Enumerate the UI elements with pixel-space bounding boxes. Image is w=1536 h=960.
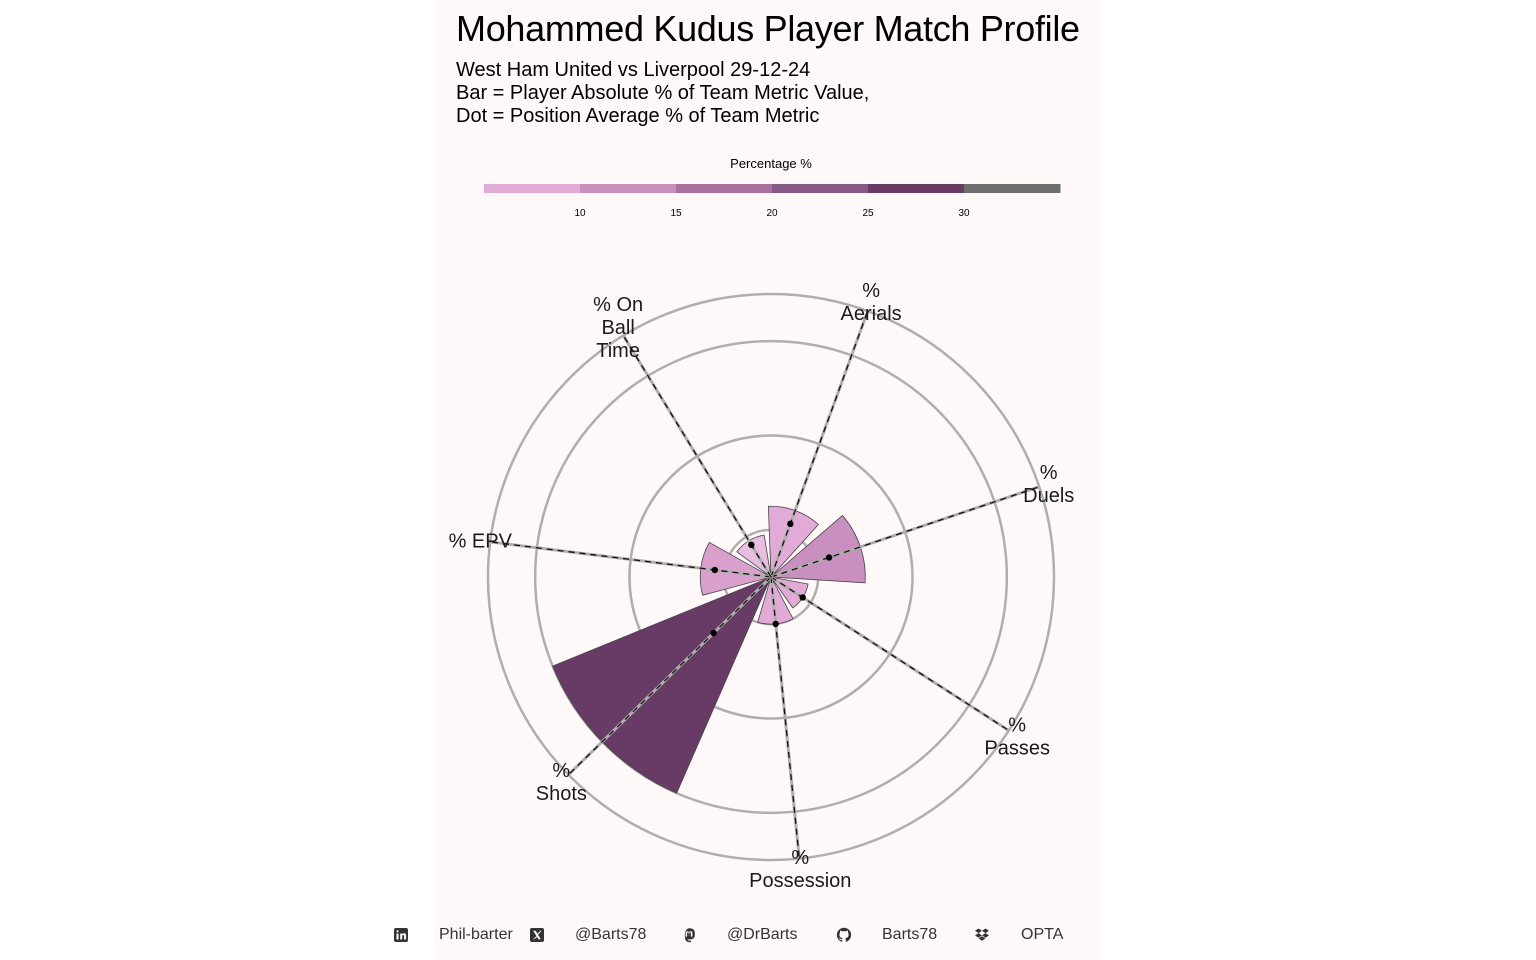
color-legend: Percentage % 10 15 20 25 30 — [484, 156, 1061, 219]
category-label-2: % Passes — [984, 714, 1050, 759]
avg-dot-0 — [787, 520, 794, 528]
legend-tick-2: 20 — [766, 208, 778, 219]
category-label-6-line-1: Ball — [601, 317, 634, 339]
spoke-4 — [568, 576, 772, 776]
legend-bin-0 — [484, 184, 581, 193]
legend-tick-4: 30 — [958, 208, 970, 219]
category-label-4-line-0: % — [552, 760, 570, 782]
category-label-0-line-0: % — [862, 280, 880, 302]
legend-bin-3 — [772, 184, 869, 193]
category-label-3: % Possession — [749, 847, 851, 892]
github-handle[interactable]: Barts78 — [882, 926, 938, 943]
grid-circle-1 — [628, 434, 914, 720]
legend-bin-4 — [868, 184, 965, 193]
avg-dot-5 — [711, 566, 719, 574]
category-label-4-line-1: Shots — [536, 783, 587, 805]
category-label-0-line-1: Aerials — [841, 303, 902, 325]
category-label-1-line-0: % — [1040, 462, 1058, 484]
spoke-0 — [770, 310, 869, 578]
data-source: OPTA — [1021, 926, 1064, 943]
linkedin-handle[interactable]: Phil-barter — [439, 926, 513, 943]
category-label-1: % Duels — [1023, 462, 1074, 507]
legend-bin-1 — [580, 184, 677, 193]
spoke-1 — [770, 486, 1040, 578]
legend-title: Percentage % — [730, 156, 812, 171]
category-label-3-line-0: % — [791, 847, 809, 869]
category-label-6-line-2: Time — [596, 340, 640, 362]
category-label-5-line-0: % EPV — [449, 531, 513, 553]
category-label-3-line-1: Possession — [749, 870, 851, 892]
category-label-2-line-0: % — [1008, 714, 1026, 736]
spoke-5 — [490, 541, 772, 578]
subtitle-line-2: Bar = Player Absolute % of Team Metric V… — [456, 82, 870, 104]
github-icon[interactable] — [836, 927, 852, 943]
spokes — [489, 310, 1040, 859]
linkedin-icon[interactable] — [393, 927, 409, 943]
spoke-2 — [770, 576, 1010, 732]
bars — [552, 505, 866, 794]
avg-dot-6 — [748, 541, 755, 549]
plot-background — [435, 0, 1101, 960]
category-label-4: % Shots — [536, 760, 587, 805]
grid-circle-outer — [486, 292, 1056, 862]
category-label-0: % Aerials — [841, 280, 902, 325]
footer: Phil-barter @Barts78 @DrBarts Barts78 OP… — [0, 920, 1536, 950]
category-label-1-line-1: Duels — [1023, 485, 1074, 507]
category-label-5: % EPV — [449, 531, 513, 553]
avg-dot-4 — [710, 629, 717, 637]
dropbox-icon[interactable] — [974, 927, 990, 943]
avg-dot-3 — [772, 620, 779, 628]
category-label-6-line-0: % On — [593, 294, 643, 316]
legend-tick-0: 10 — [574, 208, 586, 219]
legend-bin-5 — [964, 184, 1061, 193]
legend-tick-3: 25 — [862, 208, 874, 219]
category-label-6: % On Ball Time — [593, 294, 643, 362]
legend-bin-2 — [676, 184, 773, 193]
spoke-bg-6 — [622, 334, 773, 578]
mastodon-handle[interactable]: @DrBarts — [727, 926, 798, 943]
x-handle[interactable]: @Barts78 — [575, 926, 647, 943]
category-label-2-line-1: Passes — [984, 737, 1050, 759]
subtitle-line-1: West Ham United vs Liverpool 29-12-24 — [456, 59, 811, 81]
grid-circle-2 — [533, 339, 1009, 815]
legend-tick-1: 15 — [670, 208, 682, 219]
chart-title: Mohammed Kudus Player Match Profile — [456, 8, 1080, 49]
category-labels: % Aerials% Duels% Passes% Possession% Shots% … — [449, 280, 1075, 892]
subtitle-line-3: Dot = Position Average % of Team Metric — [456, 105, 820, 127]
avg-dot-2 — [799, 594, 806, 601]
x-twitter-icon[interactable] — [529, 927, 545, 943]
spoke-6 — [622, 335, 772, 578]
mastodon-icon[interactable] — [681, 927, 697, 943]
avg-dot-1 — [825, 554, 833, 561]
